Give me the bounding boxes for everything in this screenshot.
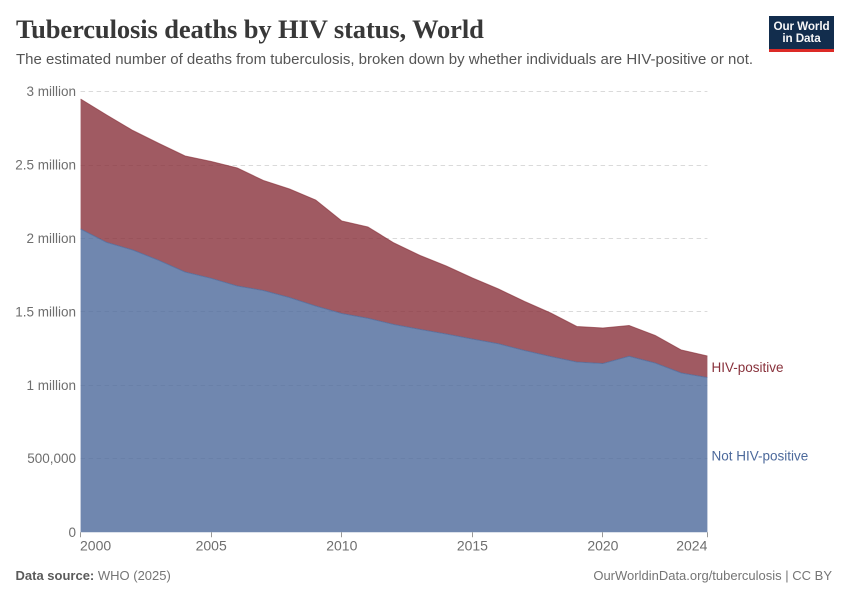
svg-text:2.5 million: 2.5 million	[15, 158, 76, 173]
svg-text:0: 0	[68, 525, 76, 540]
svg-text:HIV-positive: HIV-positive	[712, 360, 784, 375]
svg-text:2020: 2020	[587, 538, 618, 554]
svg-text:2024: 2024	[676, 538, 707, 554]
svg-text:500,000: 500,000	[27, 451, 76, 466]
svg-text:2005: 2005	[196, 538, 227, 554]
svg-text:3 million: 3 million	[26, 84, 76, 99]
svg-text:2010: 2010	[326, 538, 357, 554]
svg-text:2 million: 2 million	[26, 231, 76, 246]
svg-text:1.5 million: 1.5 million	[15, 304, 76, 319]
svg-text:2000: 2000	[80, 538, 111, 554]
svg-text:Not HIV-positive: Not HIV-positive	[712, 449, 809, 464]
svg-text:1 million: 1 million	[26, 378, 76, 393]
svg-text:2015: 2015	[457, 538, 488, 554]
